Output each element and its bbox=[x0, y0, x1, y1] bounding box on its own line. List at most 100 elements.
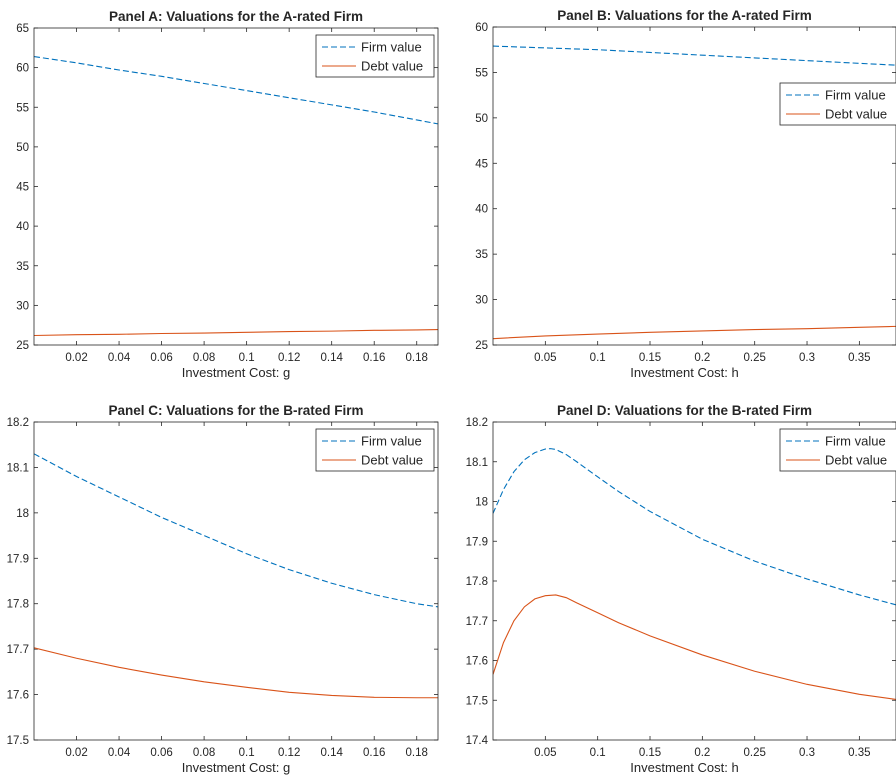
x-axis-label: Investment Cost: g bbox=[182, 760, 290, 775]
x-tick-label: 0.06 bbox=[150, 352, 172, 364]
x-tick-label: 0.16 bbox=[363, 352, 385, 364]
legend-label-firm: Firm value bbox=[825, 434, 886, 449]
y-tick-label: 17.7 bbox=[7, 644, 29, 656]
x-tick-label: 0.12 bbox=[278, 352, 300, 364]
y-tick-label: 45 bbox=[16, 182, 29, 194]
y-tick-label: 17.9 bbox=[7, 553, 29, 565]
x-axis-label: Investment Cost: h bbox=[630, 760, 738, 775]
firm-value-line bbox=[34, 453, 438, 608]
legend-label-debt: Debt value bbox=[825, 107, 887, 122]
panel-title: Panel D: Valuations for the B-rated Firm bbox=[557, 403, 812, 418]
x-tick-label: 0.02 bbox=[65, 747, 87, 759]
x-tick-label: 0.04 bbox=[108, 352, 131, 364]
y-tick-label: 60 bbox=[475, 22, 488, 34]
y-tick-label: 17.7 bbox=[466, 616, 488, 628]
x-tick-label: 0.1 bbox=[590, 747, 606, 759]
x-tick-label: 0.15 bbox=[639, 352, 661, 364]
y-tick-label: 40 bbox=[16, 221, 29, 233]
legend: Firm value Debt value bbox=[315, 34, 435, 78]
y-tick-label: 50 bbox=[475, 113, 488, 125]
legend-label-firm: Firm value bbox=[825, 88, 886, 103]
x-tick-label: 0.2 bbox=[694, 352, 710, 364]
x-tick-label: 0.16 bbox=[363, 747, 385, 759]
debt-value-line bbox=[34, 329, 438, 337]
x-tick-label: 0.02 bbox=[65, 352, 87, 364]
panel-title: Panel C: Valuations for the B-rated Firm bbox=[108, 403, 363, 418]
legend-label-debt: Debt value bbox=[361, 59, 423, 74]
legend-box bbox=[779, 428, 896, 472]
y-tick-label: 17.9 bbox=[466, 536, 488, 548]
x-tick-label: 0.12 bbox=[278, 747, 300, 759]
y-tick-label: 30 bbox=[16, 300, 29, 312]
plot-area bbox=[34, 422, 438, 740]
legend-box bbox=[315, 34, 435, 78]
legend: Firm value Debt value bbox=[315, 428, 435, 472]
y-tick-label: 17.8 bbox=[466, 576, 488, 588]
y-tick-label: 18 bbox=[475, 497, 488, 509]
y-tick-label: 25 bbox=[475, 340, 488, 352]
plot-area bbox=[493, 422, 896, 740]
x-tick-label: 0.2 bbox=[694, 747, 710, 759]
axes-frame bbox=[33, 27, 439, 346]
x-tick-label: 0.18 bbox=[406, 747, 428, 759]
legend: Firm value Debt value bbox=[779, 428, 896, 472]
legend-label-firm: Firm value bbox=[361, 434, 422, 449]
legend-box bbox=[315, 428, 435, 472]
firm-value-line bbox=[493, 45, 896, 66]
legend: Firm value Debt value bbox=[779, 82, 896, 126]
x-tick-label: 0.05 bbox=[534, 747, 556, 759]
panel-c: 0.02 0.04 0.06 0.08 0.1 0.12 0.14 0.16 0.18 17.5 1… bbox=[7, 403, 439, 775]
x-tick-label: 0.1 bbox=[590, 352, 606, 364]
legend-box bbox=[779, 82, 896, 126]
legend-label-firm: Firm value bbox=[361, 40, 422, 55]
plot-area bbox=[34, 28, 438, 345]
x-tick-label: 0.04 bbox=[108, 747, 131, 759]
panel-a: 0.02 0.04 0.06 0.08 0.1 0.12 0.14 0.16 0.18 25 30 3… bbox=[16, 9, 439, 380]
y-tick-label: 17.6 bbox=[7, 690, 29, 702]
y-tick-label: 18.1 bbox=[466, 457, 488, 469]
x-tick-label: 0.1 bbox=[239, 747, 255, 759]
x-tick-label: 0.35 bbox=[848, 352, 870, 364]
y-tick-label: 25 bbox=[16, 340, 29, 352]
y-tick-label: 60 bbox=[16, 63, 29, 75]
panel-title: Panel B: Valuations for the A-rated Firm bbox=[557, 8, 812, 23]
axes-frame bbox=[492, 26, 896, 346]
x-axis-label: Investment Cost: g bbox=[182, 365, 290, 380]
y-tick-label: 18.2 bbox=[466, 417, 488, 429]
y-tick-label: 17.5 bbox=[7, 735, 29, 747]
y-tick-label: 17.6 bbox=[466, 656, 488, 668]
y-tick-label: 17.4 bbox=[466, 735, 489, 747]
y-tick-label: 30 bbox=[475, 295, 488, 307]
y-tick-label: 17.8 bbox=[7, 599, 29, 611]
y-tick-label: 35 bbox=[16, 261, 29, 273]
y-tick-label: 45 bbox=[475, 158, 488, 170]
x-tick-label: 0.18 bbox=[406, 352, 428, 364]
x-tick-label: 0.08 bbox=[193, 352, 215, 364]
x-tick-label: 0.25 bbox=[743, 352, 765, 364]
debt-value-line bbox=[34, 647, 438, 699]
y-tick-label: 40 bbox=[475, 204, 488, 216]
debt-value-line bbox=[493, 325, 896, 340]
y-tick-label: 50 bbox=[16, 142, 29, 154]
x-tick-label: 0.25 bbox=[743, 747, 765, 759]
x-tick-label: 0.35 bbox=[848, 747, 870, 759]
legend-label-debt: Debt value bbox=[361, 453, 423, 468]
y-tick-label: 18.2 bbox=[7, 417, 29, 429]
debt-value-line bbox=[493, 594, 896, 700]
x-tick-label: 0.15 bbox=[639, 747, 661, 759]
y-tick-label: 17.5 bbox=[466, 695, 488, 707]
panel-title: Panel A: Valuations for the A-rated Firm bbox=[109, 9, 363, 24]
y-tick-label: 18 bbox=[16, 508, 29, 520]
x-tick-label: 0.06 bbox=[150, 747, 172, 759]
y-tick-label: 55 bbox=[475, 67, 488, 79]
plot-area bbox=[493, 27, 896, 345]
legend-label-debt: Debt value bbox=[825, 453, 887, 468]
x-tick-label: 0.1 bbox=[239, 352, 255, 364]
firm-value-line bbox=[493, 448, 896, 606]
x-tick-label: 0.08 bbox=[193, 747, 215, 759]
y-tick-label: 35 bbox=[475, 249, 488, 261]
x-axis-label: Investment Cost: h bbox=[630, 365, 738, 380]
y-tick-label: 65 bbox=[16, 23, 29, 35]
panel-d: 0.05 0.1 0.15 0.2 0.25 0.3 0.35 17.4 17.5 17.6 17.… bbox=[466, 403, 896, 775]
